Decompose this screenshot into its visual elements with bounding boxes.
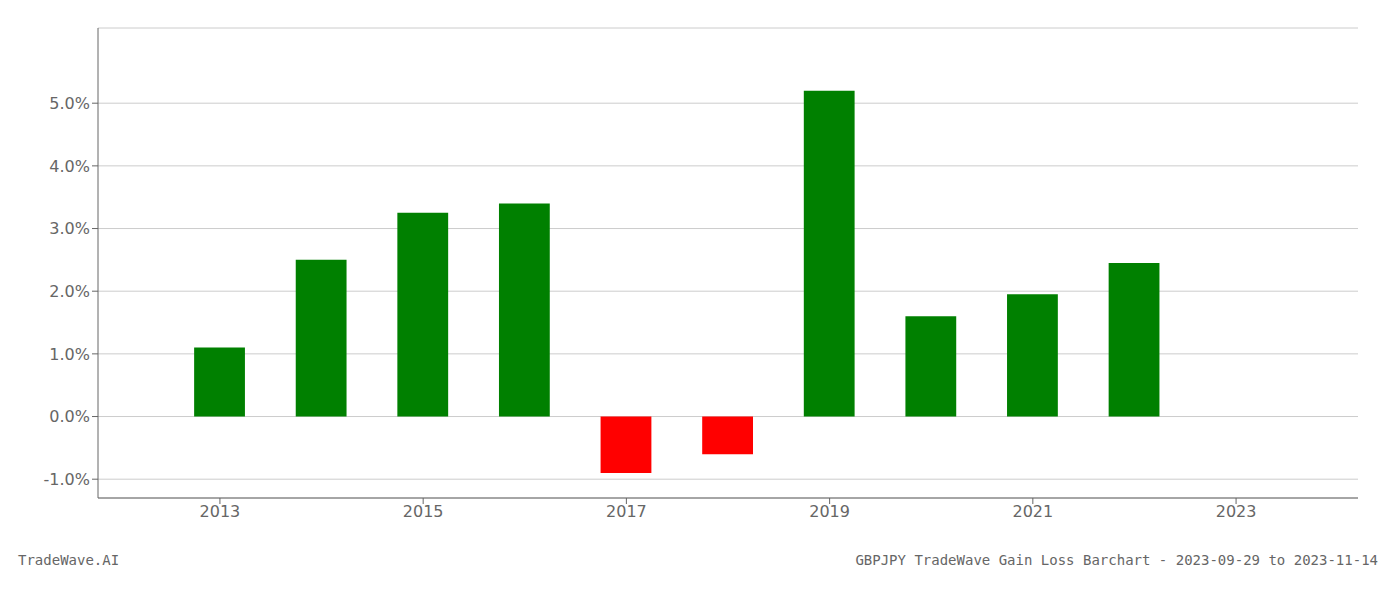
- svg-text:4.0%: 4.0%: [49, 157, 90, 176]
- svg-text:1.0%: 1.0%: [49, 345, 90, 364]
- svg-text:-1.0%: -1.0%: [44, 470, 90, 489]
- svg-text:0.0%: 0.0%: [49, 407, 90, 426]
- svg-text:2.0%: 2.0%: [49, 282, 90, 301]
- svg-text:2021: 2021: [1012, 502, 1053, 521]
- svg-text:2023: 2023: [1216, 502, 1257, 521]
- svg-text:2013: 2013: [200, 502, 241, 521]
- html-text:TradeWave.AI: TradeWave.AI: [18, 552, 120, 568]
- svg-text:5.0%: 5.0%: [49, 94, 90, 113]
- svg-text:2015: 2015: [403, 502, 444, 521]
- svg-text:2019: 2019: [809, 502, 850, 521]
- svg-text:2017: 2017: [606, 502, 647, 521]
- svg-text:3.0%: 3.0%: [49, 219, 90, 238]
- html-text:GBPJPY TradeWave Gain Loss Bar: GBPJPY TradeWave Gain Loss Barchart - 20…: [855, 552, 1378, 568]
